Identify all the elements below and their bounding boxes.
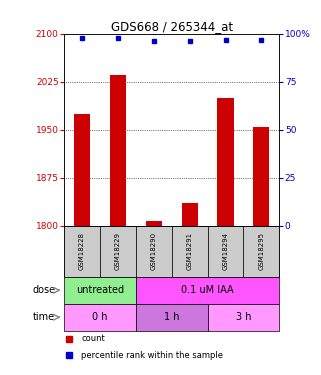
Bar: [64, 226, 100, 277]
Bar: [64, 304, 136, 331]
Bar: [64, 277, 136, 304]
Text: GSM18295: GSM18295: [258, 232, 265, 270]
Bar: [208, 304, 279, 331]
Text: untreated: untreated: [76, 285, 124, 295]
Title: GDS668 / 265344_at: GDS668 / 265344_at: [111, 20, 233, 33]
Bar: [253, 126, 269, 226]
Bar: [208, 226, 243, 277]
Text: GSM18294: GSM18294: [222, 232, 229, 270]
Text: time: time: [33, 312, 55, 322]
Bar: [172, 226, 208, 277]
Bar: [182, 203, 198, 226]
Text: GSM18228: GSM18228: [79, 232, 85, 270]
Text: 3 h: 3 h: [236, 312, 251, 322]
Text: 1 h: 1 h: [164, 312, 179, 322]
Bar: [243, 226, 279, 277]
Bar: [110, 75, 126, 226]
Bar: [136, 304, 208, 331]
Text: GSM18291: GSM18291: [187, 232, 193, 270]
Text: 0.1 uM IAA: 0.1 uM IAA: [181, 285, 234, 295]
Bar: [136, 226, 172, 277]
Text: percentile rank within the sample: percentile rank within the sample: [82, 351, 223, 360]
Text: count: count: [82, 334, 105, 344]
Bar: [146, 221, 162, 226]
Bar: [136, 277, 279, 304]
Bar: [100, 226, 136, 277]
Bar: [217, 98, 234, 226]
Text: GSM18229: GSM18229: [115, 232, 121, 270]
Bar: [74, 114, 90, 226]
Text: 0 h: 0 h: [92, 312, 108, 322]
Text: dose: dose: [32, 285, 55, 295]
Text: GSM18290: GSM18290: [151, 232, 157, 270]
